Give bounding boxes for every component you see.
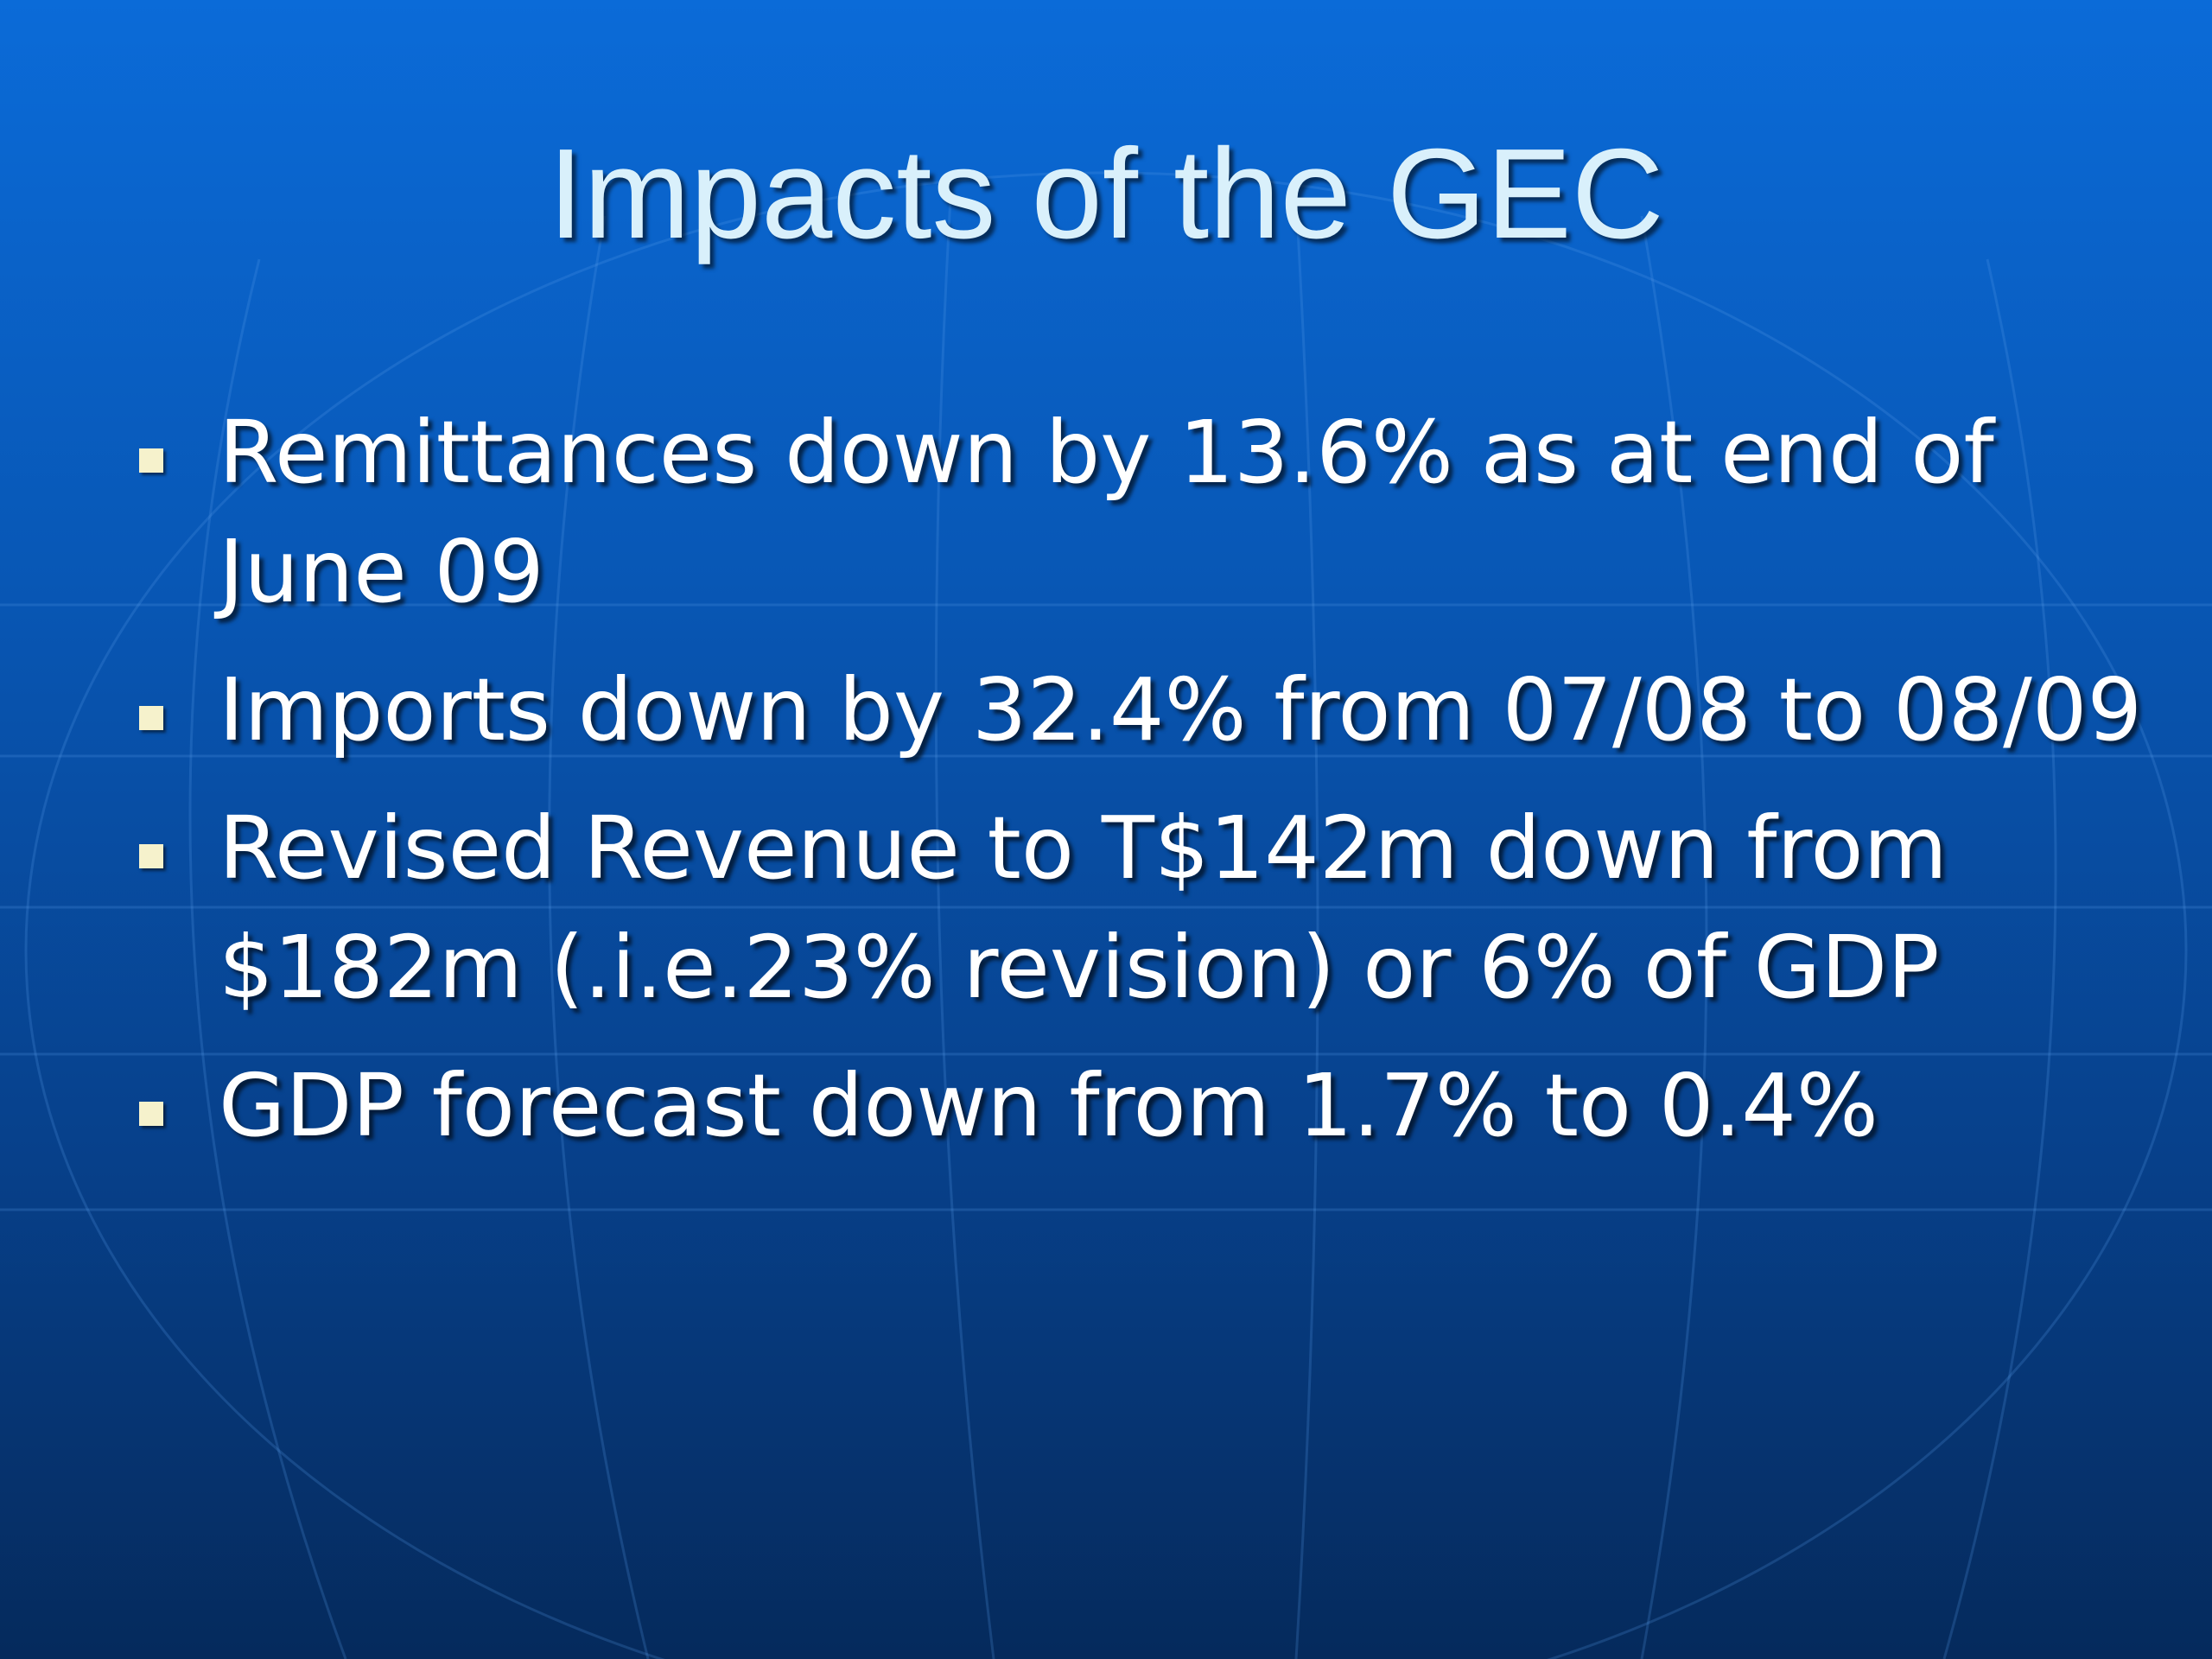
bullet-list: Remittances down by 13.6% as at end of J… (139, 393, 2197, 1185)
bullet: GDP forecast down from 1.7% to 0.4% (139, 1046, 2197, 1166)
bullet: Revised Revenue to T$142m down from $182… (139, 789, 2197, 1027)
slide-title: Impacts of the GEC (548, 123, 1664, 265)
bullet: Imports down by 32.4% from 07/08 to 08/0… (139, 651, 2197, 770)
bullet: Remittances down by 13.6% as at end of J… (139, 393, 2197, 632)
